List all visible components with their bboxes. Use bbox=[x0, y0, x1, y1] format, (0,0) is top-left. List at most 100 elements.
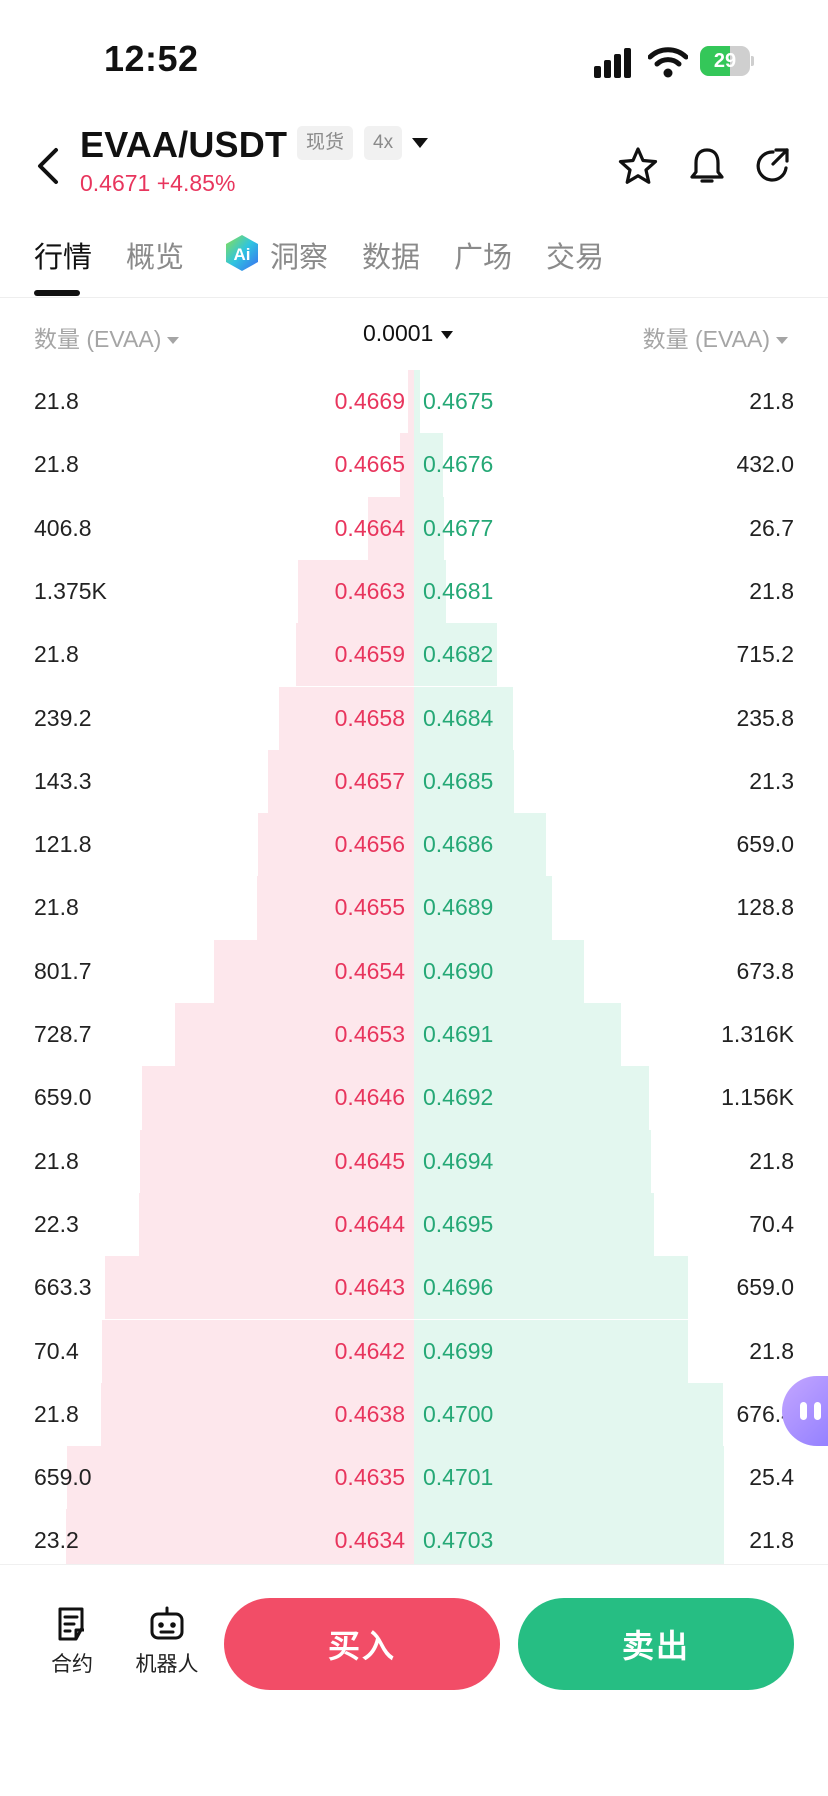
bid-price: 0.4644 bbox=[334, 1210, 405, 1237]
ask-quantity: 659.0 bbox=[736, 831, 794, 858]
bid-price: 0.4645 bbox=[334, 1147, 405, 1174]
bid-depth-bar bbox=[65, 1509, 414, 1564]
ask-depth-bar bbox=[414, 1319, 688, 1383]
ask-price: 0.4677 bbox=[423, 514, 494, 541]
bid-price: 0.4638 bbox=[334, 1400, 405, 1427]
tab-data[interactable]: 数据 bbox=[362, 242, 421, 274]
precision-selector[interactable]: 0.0001 bbox=[363, 320, 454, 347]
ask-price: 0.4691 bbox=[423, 1021, 494, 1047]
orderbook-row[interactable]: 239.2 0.4658 0.4684 235.8 bbox=[0, 686, 828, 750]
ask-quantity: 25.4 bbox=[749, 1464, 794, 1491]
ask-price: 0.4700 bbox=[423, 1400, 494, 1427]
wifi-icon bbox=[648, 47, 688, 78]
bid-quantity: 22.3 bbox=[34, 1210, 79, 1237]
bid-depth-bar bbox=[102, 1319, 414, 1383]
ask-depth-bar bbox=[414, 686, 513, 750]
bid-quantity-header[interactable]: 数量 (EVAA) bbox=[34, 320, 180, 354]
contract-icon bbox=[58, 1607, 84, 1641]
bid-quantity: 1.375K bbox=[34, 577, 107, 604]
back-icon[interactable] bbox=[30, 144, 66, 188]
orderbook-row[interactable]: 406.8 0.4664 0.4677 26.7 bbox=[0, 496, 828, 560]
last-price: 0.4671 bbox=[80, 170, 151, 196]
pair-title[interactable]: EVAA/USDT bbox=[80, 124, 288, 165]
ask-depth-bar bbox=[414, 1382, 723, 1447]
ask-quantity: 21.8 bbox=[749, 577, 794, 604]
ask-depth-bar bbox=[414, 623, 497, 687]
tab-overview[interactable]: 概览 bbox=[126, 242, 185, 274]
bid-quantity: 406.8 bbox=[34, 514, 92, 541]
bid-depth-bar bbox=[267, 749, 414, 814]
ask-price: 0.4684 bbox=[423, 704, 494, 731]
ask-price: 0.4694 bbox=[423, 1147, 494, 1174]
ask-price: 0.4682 bbox=[423, 641, 494, 668]
sell-button[interactable]: 卖出 bbox=[518, 1598, 794, 1690]
bid-price: 0.4634 bbox=[334, 1527, 405, 1554]
bell-icon[interactable] bbox=[687, 146, 727, 186]
bid-price: 0.4643 bbox=[334, 1274, 405, 1301]
bid-price: 0.4646 bbox=[334, 1084, 405, 1111]
bid-depth-bar bbox=[100, 1382, 414, 1447]
orderbook-row[interactable]: 121.8 0.4656 0.4686 659.0 bbox=[0, 813, 828, 877]
bid-quantity-header-label: 数量 (EVAA) bbox=[34, 326, 162, 352]
bid-quantity: 801.7 bbox=[34, 957, 92, 984]
contract-button[interactable]: 合约 bbox=[37, 1606, 107, 1678]
ask-depth-bar bbox=[414, 1446, 725, 1510]
bid-depth-bar bbox=[258, 813, 414, 877]
ask-price: 0.4685 bbox=[423, 767, 494, 794]
bid-quantity: 728.7 bbox=[34, 1021, 92, 1047]
orderbook-row[interactable]: 143.3 0.4657 0.4685 21.3 bbox=[0, 749, 828, 814]
ask-depth-bar bbox=[414, 433, 443, 497]
tab-insight[interactable]: 洞察 bbox=[270, 242, 329, 274]
bid-quantity: 143.3 bbox=[34, 767, 92, 794]
bottom-divider bbox=[0, 1564, 828, 1565]
bid-price: 0.4664 bbox=[334, 514, 405, 541]
orderbook-row[interactable]: 70.4 0.4642 0.4699 21.8 bbox=[0, 1319, 828, 1383]
tab-market[interactable]: 行情 bbox=[34, 242, 93, 274]
ask-price: 0.4686 bbox=[423, 831, 494, 858]
share-icon[interactable] bbox=[753, 146, 793, 186]
tab-active-indicator bbox=[34, 290, 80, 296]
robot-button[interactable]: 机器人 bbox=[132, 1606, 202, 1678]
ask-depth-bar bbox=[414, 939, 585, 1003]
orderbook-row[interactable]: 21.8 0.4665 0.4676 432.0 bbox=[0, 433, 828, 497]
orderbook-row[interactable]: 663.3 0.4643 0.4696 659.0 bbox=[0, 1256, 828, 1320]
orderbook-row[interactable]: 801.7 0.4654 0.4690 673.8 bbox=[0, 939, 828, 1003]
pair-dropdown-icon[interactable] bbox=[412, 138, 428, 148]
bid-depth-bar bbox=[278, 686, 414, 750]
tab-trade[interactable]: 交易 bbox=[546, 242, 605, 274]
bid-price: 0.4642 bbox=[334, 1337, 405, 1364]
ask-depth-bar bbox=[414, 876, 553, 940]
orderbook-row[interactable]: 23.2 0.4634 0.4703 21.8 bbox=[0, 1509, 828, 1564]
orderbook-row[interactable]: 21.8 0.4645 0.4694 21.8 bbox=[0, 1129, 828, 1193]
caret-down-icon bbox=[441, 330, 454, 339]
orderbook-row[interactable]: 21.8 0.4638 0.4700 676.4 bbox=[0, 1382, 828, 1447]
tab-square[interactable]: 广场 bbox=[454, 242, 513, 274]
buy-button[interactable]: 买入 bbox=[224, 1598, 500, 1690]
bid-depth-bar bbox=[256, 876, 414, 940]
orderbook-row[interactable]: 21.8 0.4655 0.4689 128.8 bbox=[0, 876, 828, 940]
ask-price: 0.4681 bbox=[423, 577, 494, 604]
orderbook-row[interactable]: 1.375K 0.4663 0.4681 21.8 bbox=[0, 559, 828, 624]
bid-depth-bar bbox=[399, 433, 414, 497]
orderbook-row[interactable]: 22.3 0.4644 0.4695 70.4 bbox=[0, 1192, 828, 1257]
orderbook-row[interactable]: 659.0 0.4635 0.4701 25.4 bbox=[0, 1446, 828, 1510]
ask-quantity: 1.156K bbox=[721, 1084, 794, 1111]
ask-quantity-header[interactable]: 数量 (EVAA) bbox=[643, 320, 788, 354]
ask-quantity: 21.3 bbox=[749, 767, 794, 794]
battery-icon: 29 bbox=[700, 46, 754, 76]
change-percent: +4.85% bbox=[156, 170, 236, 196]
ask-price: 0.4689 bbox=[423, 894, 494, 921]
orderbook-row[interactable]: 21.8 0.4669 0.4675 21.8 bbox=[0, 370, 828, 434]
ask-quantity: 21.8 bbox=[749, 1527, 794, 1554]
orderbook-row[interactable]: 728.7 0.4653 0.4691 1.316K bbox=[0, 1003, 828, 1067]
star-icon[interactable] bbox=[618, 146, 658, 186]
bid-price: 0.4655 bbox=[334, 894, 405, 921]
ask-quantity-header-label: 数量 (EVAA) bbox=[642, 326, 770, 352]
orderbook-row[interactable]: 659.0 0.4646 0.4692 1.156K bbox=[0, 1066, 828, 1130]
bid-quantity: 121.8 bbox=[34, 831, 92, 858]
bid-price: 0.4654 bbox=[334, 957, 405, 984]
battery-level: 29 bbox=[713, 50, 737, 72]
orderbook-row[interactable]: 21.8 0.4659 0.4682 715.2 bbox=[0, 623, 828, 687]
bid-price: 0.4657 bbox=[334, 767, 405, 794]
bid-quantity: 21.8 bbox=[34, 1400, 79, 1427]
